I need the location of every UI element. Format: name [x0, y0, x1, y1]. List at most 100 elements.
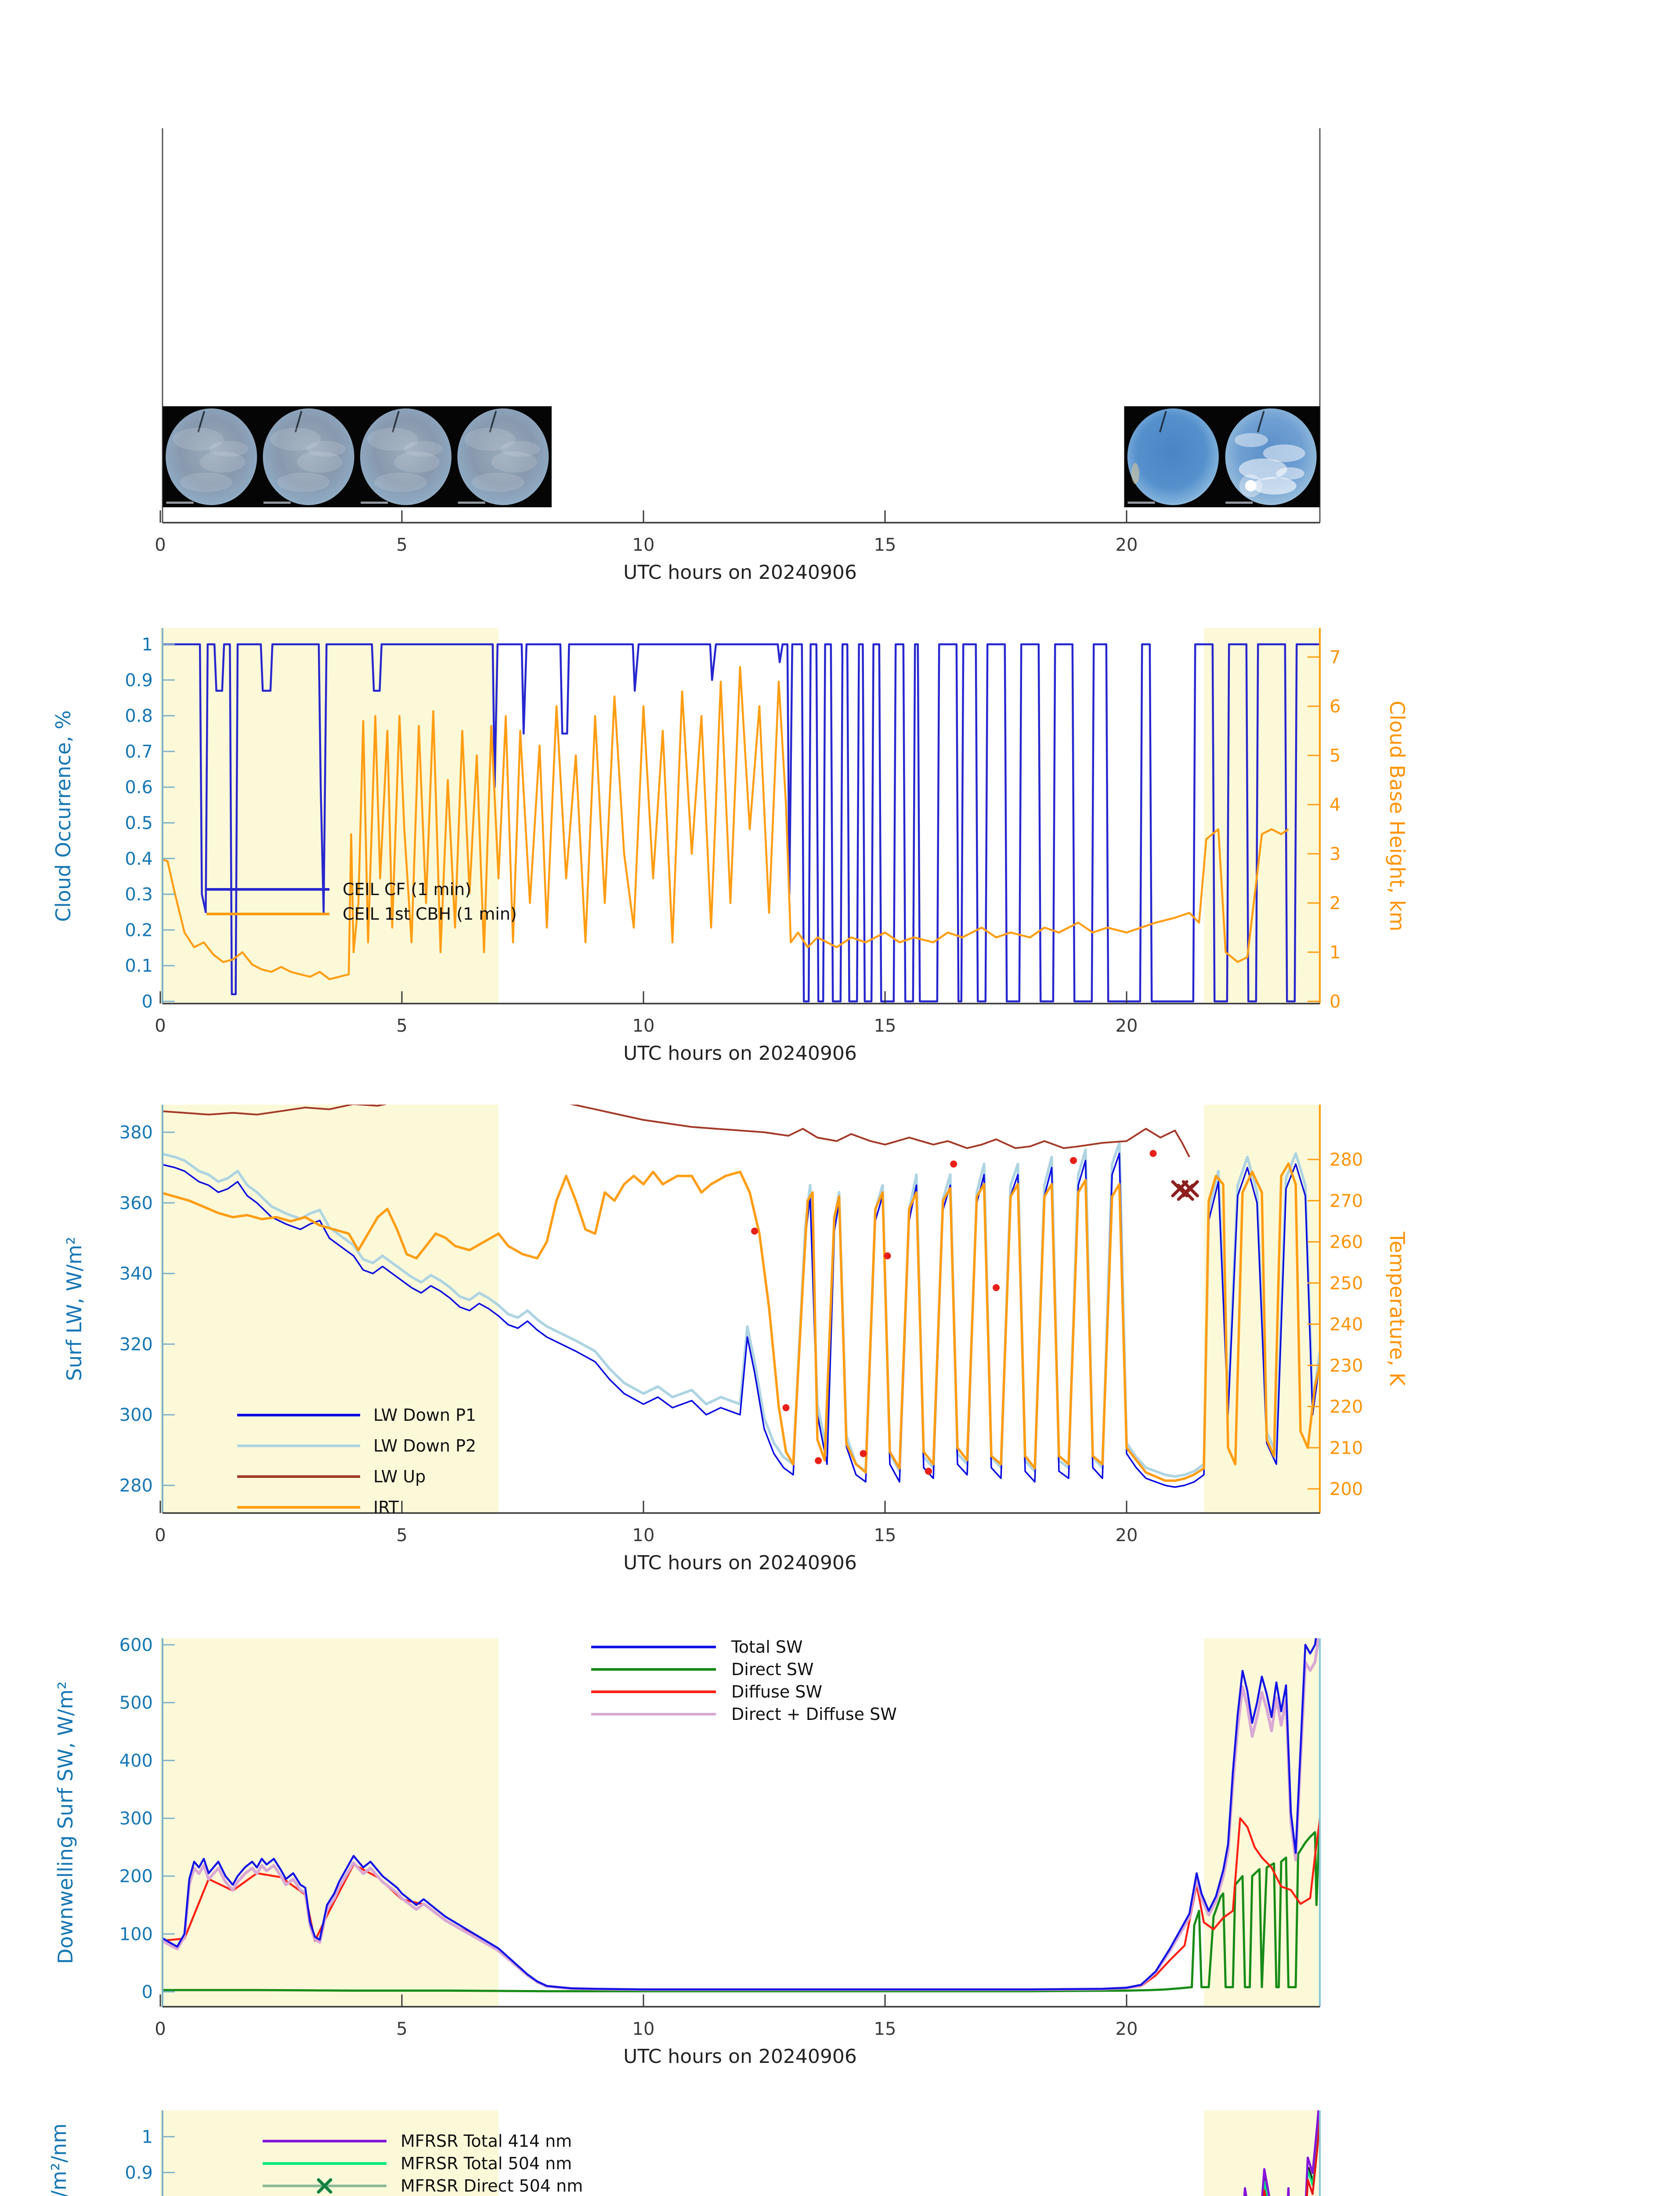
legend-entry-label: LW Down P1 — [373, 1405, 476, 1425]
y-tick-label: 2 — [1330, 893, 1340, 914]
y-tick-label: 4 — [1330, 795, 1340, 815]
y-tick-label: 500 — [119, 1693, 153, 1713]
panel-nb: 0510152000.10.20.30.40.50.60.70.80.91MFR… — [125, 2110, 1321, 2196]
sky-image-overcast — [166, 408, 257, 505]
cloud-blotch — [210, 441, 249, 457]
panel-sky-images: 0 5 10 15 20 — [155, 128, 1321, 555]
y-tick-label: 400 — [119, 1751, 153, 1771]
y-tick-label: 270 — [1330, 1191, 1363, 1211]
nb-legend: MFRSR Total 414 nm MFRSR Total 504 nm MFRS… — [263, 2131, 583, 2196]
y-tick-label: 0 — [142, 1982, 153, 2002]
cloud-left-axis-label: Cloud Occurrence, % — [51, 710, 75, 922]
image-timestamp-mark — [361, 502, 388, 504]
cloud-xaxis-label: UTC hours on 20240906 — [623, 1042, 857, 1065]
total_sw-line — [163, 1638, 1317, 1990]
lw-legend: LW Down P1 LW Down P2 LW Up IRT — [237, 1405, 476, 1517]
cloud-blotch — [394, 451, 440, 473]
cloud-right-axis-label: Cloud Base Height, km — [1385, 701, 1409, 931]
lw_up-line — [163, 1105, 1190, 1158]
horizon-glint — [1131, 463, 1139, 484]
y-tick-label: 1 — [142, 635, 153, 655]
x-tick-label: 15 — [874, 535, 896, 555]
y-tick-label: 0.4 — [125, 849, 153, 869]
sky-xaxis-label: UTC hours on 20240906 — [623, 561, 857, 584]
y-tick-label: 600 — [119, 1635, 153, 1655]
shaded-period — [1204, 2110, 1320, 2196]
lw-left-axis-label: Surf LW, W/m² — [62, 1237, 86, 1381]
lw_qc_dots-marker — [884, 1252, 891, 1260]
lw_qc_dots-marker — [782, 1404, 790, 1412]
x-tick-label: 10 — [632, 535, 655, 555]
x-tick-label: 5 — [396, 1525, 407, 1546]
y-tick-label: 0 — [1330, 992, 1340, 1012]
cloud-blotch — [491, 451, 537, 473]
ceil_cbh-line — [163, 666, 1289, 980]
cloud-blotch — [464, 428, 516, 451]
x-tick-label: 0 — [155, 2019, 166, 2039]
irt-line — [163, 1162, 1320, 1482]
x-tick-label: 5 — [396, 535, 407, 555]
cloud-blotch — [471, 473, 524, 492]
chart-render-root: 0 5 10 15 200 5 10 15 2000.10.20.30.40.50.60.70.… — [119, 128, 1363, 2196]
sw-left-axis-label: Downwelling Surf SW, W/m² — [54, 1681, 77, 1964]
image-timestamp-mark — [1225, 502, 1253, 504]
y-tick-label: 3 — [1330, 844, 1340, 864]
y-tick-label: 0.8 — [125, 706, 153, 726]
shaded-period — [1204, 628, 1320, 1004]
cloud-blotch — [270, 428, 321, 451]
cloud-patch — [1276, 467, 1304, 480]
cloud-blotch — [173, 428, 224, 451]
cloud-patch — [1263, 444, 1305, 462]
legend-marker — [317, 2178, 332, 2194]
x-tick-label: 5 — [396, 1016, 407, 1036]
y-tick-label: 380 — [119, 1123, 153, 1143]
cloud-patch — [1234, 433, 1268, 447]
y-tick-label: 280 — [119, 1476, 153, 1496]
y-tick-label: 210 — [1330, 1438, 1363, 1458]
y-tick-label: 300 — [119, 1405, 153, 1425]
legend-entry-label: CEIL CF (1 min) — [343, 880, 471, 899]
lw_qc_dots-marker — [1070, 1157, 1077, 1164]
sky-image-overcast — [360, 408, 452, 505]
image-timestamp-mark — [458, 502, 485, 504]
lw_qc_dots-marker — [860, 1450, 867, 1457]
image-timestamp-mark — [1127, 502, 1155, 504]
sw-series-group — [163, 1638, 1320, 1993]
cloud-patch — [1239, 459, 1287, 480]
shaded-period — [160, 628, 499, 1004]
boom-arm — [392, 411, 400, 433]
legend-entry-label: MFRSR Total 414 nm — [401, 2131, 572, 2151]
y-tick-label: 0 — [142, 992, 153, 1012]
x-tick-label: 20 — [1116, 1016, 1138, 1036]
lw_qc_dots-marker — [815, 1457, 822, 1464]
y-tick-label: 100 — [119, 1924, 153, 1944]
y-tick-label: 0.1 — [125, 956, 153, 976]
panel-cloud: 0 5 10 15 2000.10.20.30.40.50.60.70.80.91012… — [125, 628, 1340, 1036]
x-tick-label: 15 — [874, 1016, 896, 1036]
legend-entry-label: Direct + Diffuse SW — [731, 1705, 897, 1724]
legend-entry-label: Diffuse SW — [731, 1682, 822, 1701]
cloud-blotch — [296, 451, 343, 473]
y-tick-label: 280 — [1330, 1150, 1363, 1170]
image-timestamp-mark — [166, 502, 194, 504]
cloud-blotch — [180, 473, 233, 492]
y-tick-label: 240 — [1330, 1315, 1363, 1335]
y-tick-label: 0.3 — [125, 885, 153, 905]
boom-arm — [1257, 411, 1265, 433]
cloud-blotch — [374, 473, 427, 492]
y-tick-label: 0.7 — [125, 742, 153, 762]
x-tick-label: 20 — [1116, 1525, 1138, 1546]
lw_qc_dots-marker — [751, 1228, 758, 1235]
y-tick-label: 200 — [119, 1867, 153, 1887]
y-tick-label: 1 — [1330, 943, 1340, 963]
cloud-blotch — [501, 441, 540, 457]
boom-arm — [197, 411, 206, 433]
y-tick-label: 0.2 — [125, 920, 153, 940]
y-tick-label: 360 — [119, 1193, 153, 1214]
x-tick-label: 5 — [396, 2019, 407, 2039]
cloud-blotch — [199, 451, 246, 473]
y-tick-label: 0.5 — [125, 813, 153, 834]
cloud-patch — [1252, 477, 1297, 495]
